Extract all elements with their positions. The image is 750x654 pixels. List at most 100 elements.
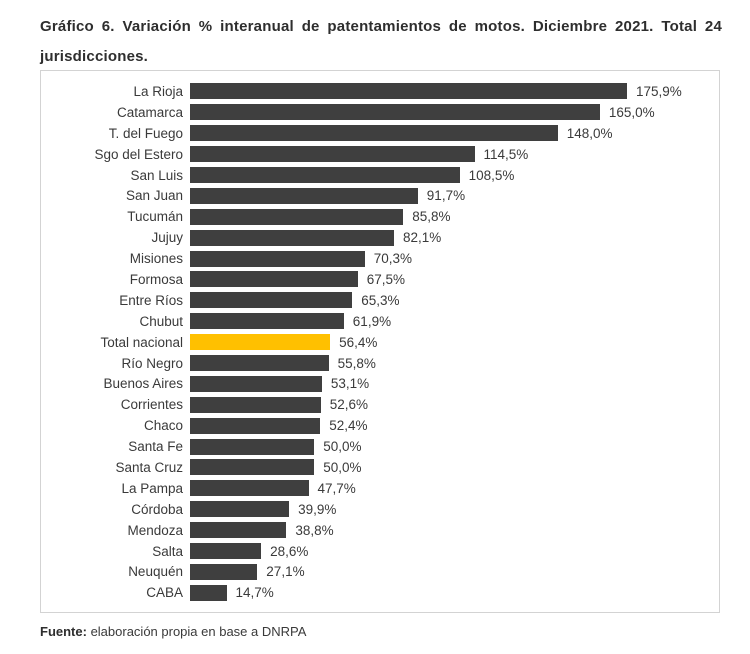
plot-area: 52,4%	[190, 415, 719, 436]
plot-area: 114,5%	[190, 144, 719, 165]
chart-row: Jujuy 82,1%	[41, 227, 719, 248]
category-label: T. del Fuego	[108, 125, 183, 141]
value-label: 52,4%	[329, 418, 368, 434]
chart-row: Chaco 52,4%	[41, 415, 719, 436]
value-label: 61,9%	[352, 313, 392, 329]
value-label: 148,0%	[566, 125, 613, 141]
value-label: 39,9%	[298, 501, 337, 517]
category-label: Chubut	[139, 313, 183, 329]
bar-chart: La Rioja 175,9% Catamarca 165,0% T. del Fueg…	[40, 70, 720, 613]
plot-area: 108,5%	[190, 165, 719, 186]
plot-area: 82,1%	[190, 227, 719, 248]
category-label: La Pampa	[121, 480, 183, 496]
plot-area: 148,0%	[190, 123, 719, 144]
bar	[190, 543, 262, 560]
value-label: 82,1%	[403, 230, 442, 246]
category-label: San Juan	[125, 188, 183, 204]
chart-row: Santa Fe 50,0%	[41, 436, 719, 457]
plot-area: 175,9%	[190, 81, 719, 102]
chart-row: La Pampa 47,7%	[41, 478, 719, 499]
category-label: Catamarca	[116, 104, 183, 120]
bar	[190, 501, 290, 518]
value-label: 67,5%	[366, 271, 405, 287]
chart-row: Misiones 70,3%	[41, 248, 719, 269]
plot-area: 165,0%	[190, 102, 719, 123]
plot-area: 56,4%	[190, 332, 719, 353]
chart-row: T. del Fuego 148,0%	[41, 123, 719, 144]
category-label: La Rioja	[133, 83, 183, 99]
category-label: Misiones	[129, 251, 183, 267]
chart-row: Tucumán 85,8%	[41, 206, 719, 227]
chart-row: Río Negro 55,8%	[41, 353, 719, 374]
plot-area: 50,0%	[190, 457, 719, 478]
bar	[190, 459, 315, 476]
chart-row: Santa Cruz 50,0%	[41, 457, 719, 478]
chart-row: Mendoza 38,8%	[41, 520, 719, 541]
category-label: Formosa	[129, 271, 183, 287]
category-label: CABA	[146, 585, 183, 601]
chart-row: Sgo del Estero 114,5%	[41, 144, 719, 165]
plot-area: 28,6%	[190, 541, 719, 562]
value-label: 70,3%	[373, 251, 412, 267]
category-label: Mendoza	[127, 522, 183, 538]
plot-area: 50,0%	[190, 436, 719, 457]
bar	[190, 208, 404, 225]
bar	[190, 522, 287, 539]
bar	[190, 271, 358, 288]
bar	[190, 396, 321, 413]
chart-row: CABA 14,7%	[41, 582, 719, 603]
bar	[190, 375, 322, 392]
chart-row: Formosa 67,5%	[41, 269, 719, 290]
bar	[190, 292, 353, 309]
category-label: Tucumán	[127, 209, 183, 225]
value-label: 65,3%	[361, 292, 400, 308]
bar	[190, 313, 344, 330]
category-label: Sgo del Estero	[94, 146, 183, 162]
chart-row: Entre Ríos 65,3%	[41, 290, 719, 311]
plot-area: 53,1%	[190, 373, 719, 394]
category-label: Chaco	[143, 418, 183, 434]
bar-highlight	[190, 334, 331, 351]
bar	[190, 229, 394, 246]
value-label: 28,6%	[270, 543, 309, 559]
value-label: 85,8%	[412, 209, 451, 225]
category-label: Neuquén	[128, 564, 183, 580]
chart-title-line1: Gráfico 6. Variación % interanual de pat…	[40, 18, 722, 35]
category-label: Santa Cruz	[115, 459, 183, 475]
bar	[190, 584, 227, 601]
value-label: 50,0%	[323, 439, 362, 455]
value-label: 175,9%	[636, 83, 682, 99]
bar	[190, 480, 309, 497]
plot-area: 91,7%	[190, 185, 719, 206]
plot-area: 61,9%	[190, 311, 719, 332]
value-label: 53,1%	[330, 376, 370, 392]
plot-area: 65,3%	[190, 290, 719, 311]
bar	[190, 167, 460, 183]
chart-row: San Luis 108,5%	[41, 165, 719, 186]
bar	[190, 146, 475, 163]
value-label: 38,8%	[295, 522, 334, 538]
plot-area: 39,9%	[190, 499, 719, 520]
bar	[190, 438, 315, 455]
category-label: Jujuy	[151, 230, 183, 246]
bar	[190, 250, 365, 267]
chart-row: Corrientes 52,6%	[41, 394, 719, 415]
plot-area: 47,7%	[190, 478, 719, 499]
category-label: Corrientes	[120, 397, 183, 413]
chart-row: Neuquén 27,1%	[41, 561, 719, 582]
chart-title: Gráfico 6. Variación % interanual de pat…	[40, 12, 722, 72]
chart-row: Total nacional 56,4%	[41, 332, 719, 353]
value-label: 91,7%	[426, 188, 466, 204]
value-label: 27,1%	[266, 564, 305, 580]
chart-row: San Juan 91,7%	[41, 185, 719, 206]
bar	[190, 83, 627, 100]
category-label: Santa Fe	[128, 439, 183, 455]
plot-area: 14,7%	[190, 582, 719, 603]
plot-area: 52,6%	[190, 394, 719, 415]
chart-rows: La Rioja 175,9% Catamarca 165,0% T. del Fueg…	[41, 81, 719, 603]
category-label: Total nacional	[100, 334, 183, 350]
chart-row: Salta 28,6%	[41, 541, 719, 562]
value-label: 165,0%	[608, 104, 655, 120]
chart-row: Catamarca 165,0%	[41, 102, 719, 123]
category-label: Buenos Aires	[103, 376, 183, 392]
